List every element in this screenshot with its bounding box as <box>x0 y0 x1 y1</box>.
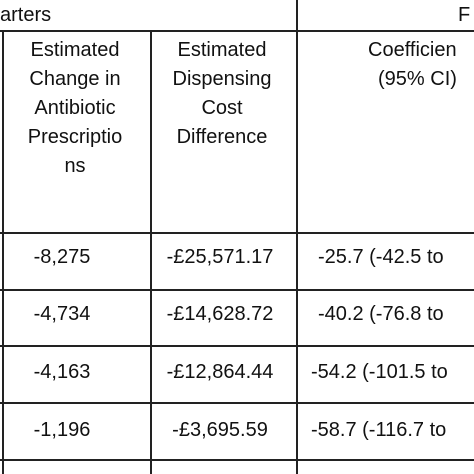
column-header: Coefficien <box>368 39 457 61</box>
cell: -4,734 <box>33 303 91 325</box>
rule <box>150 30 152 474</box>
group-header: arters <box>0 4 52 26</box>
cell: -40.2 (-76.8 to <box>318 303 444 325</box>
rule <box>0 459 474 461</box>
cell: -8,275 <box>33 246 91 268</box>
column-header: Difference <box>176 126 268 148</box>
group-header: F <box>458 4 471 26</box>
rule <box>2 30 4 474</box>
column-header: Dispensing <box>172 68 272 90</box>
rule <box>0 345 474 347</box>
column-header: Change in <box>29 68 121 90</box>
cell: -£14,628.72 <box>166 303 274 325</box>
cell: -£12,864.44 <box>166 361 274 383</box>
rule <box>0 289 474 291</box>
cell: -£3,695.59 <box>172 419 268 441</box>
column-header: Prescriptio <box>27 126 123 148</box>
column-header: Estimated <box>177 39 267 61</box>
column-header: Estimated <box>30 39 120 61</box>
rule <box>0 30 474 32</box>
rule <box>0 232 474 234</box>
column-header: ns <box>64 155 86 177</box>
column-header: (95% CI) <box>378 68 457 90</box>
rule <box>0 402 474 404</box>
cell: -25.7 (-42.5 to <box>318 246 444 268</box>
rule <box>296 0 298 474</box>
cell: -1,196 <box>33 419 91 441</box>
cell: -58.7 (-116.7 to <box>311 419 447 441</box>
cell: -£25,571.17 <box>166 246 274 268</box>
cell: -54.2 (-101.5 to <box>311 361 448 383</box>
column-header: Antibiotic <box>34 97 116 119</box>
column-header: Cost <box>201 97 243 119</box>
cell: -4,163 <box>33 361 91 383</box>
